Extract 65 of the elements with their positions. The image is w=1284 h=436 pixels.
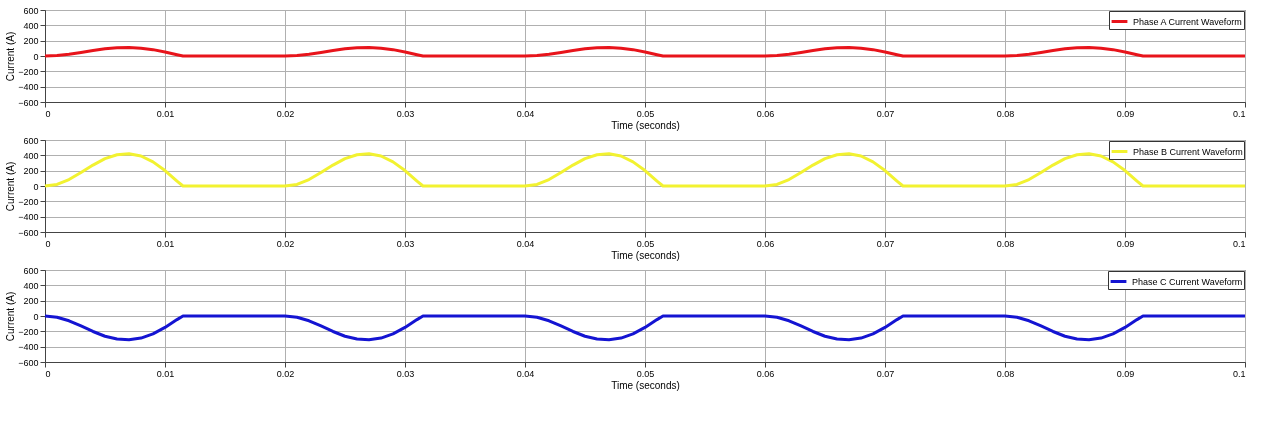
x-tick-label: 0.08: [996, 238, 1015, 249]
y-tick-label: −400: [18, 212, 39, 223]
x-tick-label: 0.04: [516, 368, 535, 379]
legend-label: Phase C Current Waveform: [1132, 276, 1243, 287]
y-tick-label: 600: [23, 5, 39, 16]
y-tick-label: −600: [18, 97, 39, 108]
y-axis-title: Current (A): [5, 31, 17, 82]
y-tick-label: 200: [23, 166, 39, 177]
y-tick-label: 400: [23, 280, 39, 291]
x-tick-label: 0.01: [156, 368, 175, 379]
x-tick-label: 0.1: [1232, 238, 1246, 249]
x-axis-title: Time (seconds): [611, 249, 680, 261]
y-tick-label: −600: [18, 357, 39, 368]
x-tick-label: 0.07: [876, 238, 895, 249]
x-tick-label: 0.03: [396, 238, 415, 249]
x-tick-label: 0.04: [516, 108, 535, 119]
legend-label: Phase B Current Waveform: [1133, 146, 1243, 157]
x-tick-label: 0.09: [1116, 368, 1135, 379]
y-tick-label: 400: [23, 20, 39, 31]
x-tick-label: 0.02: [276, 108, 295, 119]
x-tick-label: 0.03: [396, 368, 415, 379]
x-tick-label: 0.06: [756, 238, 775, 249]
x-tick-label: 0.03: [396, 108, 415, 119]
y-tick-label: 200: [23, 36, 39, 47]
y-tick-label: −200: [18, 66, 39, 77]
y-tick-label: 0: [33, 51, 39, 62]
y-tick-label: 600: [23, 135, 39, 146]
x-tick-label: 0.1: [1232, 108, 1246, 119]
x-tick-label: 0.01: [156, 108, 175, 119]
x-tick-label: 0.09: [1116, 238, 1135, 249]
x-tick-label: 0.02: [276, 238, 295, 249]
x-tick-label: 0.07: [876, 368, 895, 379]
x-tick-label: 0.06: [756, 368, 775, 379]
y-axis-title: Current (A): [5, 291, 17, 342]
line-series: [43, 314, 1247, 342]
legend-label: Phase A Current Waveform: [1133, 16, 1242, 27]
x-tick-label: 0.07: [876, 108, 895, 119]
y-tick-label: 200: [23, 296, 39, 307]
x-tick-label: 0.05: [636, 368, 655, 379]
y-tick-label: 0: [33, 181, 39, 192]
x-tick-label: 0.09: [1116, 108, 1135, 119]
y-tick-label: 400: [23, 150, 39, 161]
y-tick-label: −600: [18, 227, 39, 238]
x-tick-label: 0: [45, 108, 51, 119]
x-tick-label: 0.08: [996, 368, 1015, 379]
x-tick-label: 0: [45, 238, 51, 249]
y-tick-label: 600: [23, 265, 39, 276]
x-axis-title: Time (seconds): [611, 119, 680, 131]
x-axis-title: Time (seconds): [611, 379, 680, 391]
x-tick-label: 0.01: [156, 238, 175, 249]
x-tick-label: 0.1: [1232, 368, 1246, 379]
y-axis-title: Current (A): [5, 161, 17, 212]
x-tick-label: 0.02: [276, 368, 295, 379]
x-tick-label: 0.05: [636, 108, 655, 119]
y-tick-label: 0: [33, 311, 39, 322]
x-tick-label: 0: [45, 368, 51, 379]
y-tick-label: −200: [18, 196, 39, 207]
x-tick-label: 0.06: [756, 108, 775, 119]
x-tick-label: 0.04: [516, 238, 535, 249]
y-tick-label: −400: [18, 342, 39, 353]
line-series: [43, 46, 1247, 58]
x-tick-label: 0.05: [636, 238, 655, 249]
y-tick-label: −200: [18, 326, 39, 337]
x-tick-label: 0.08: [996, 108, 1015, 119]
y-tick-label: −400: [18, 82, 39, 93]
